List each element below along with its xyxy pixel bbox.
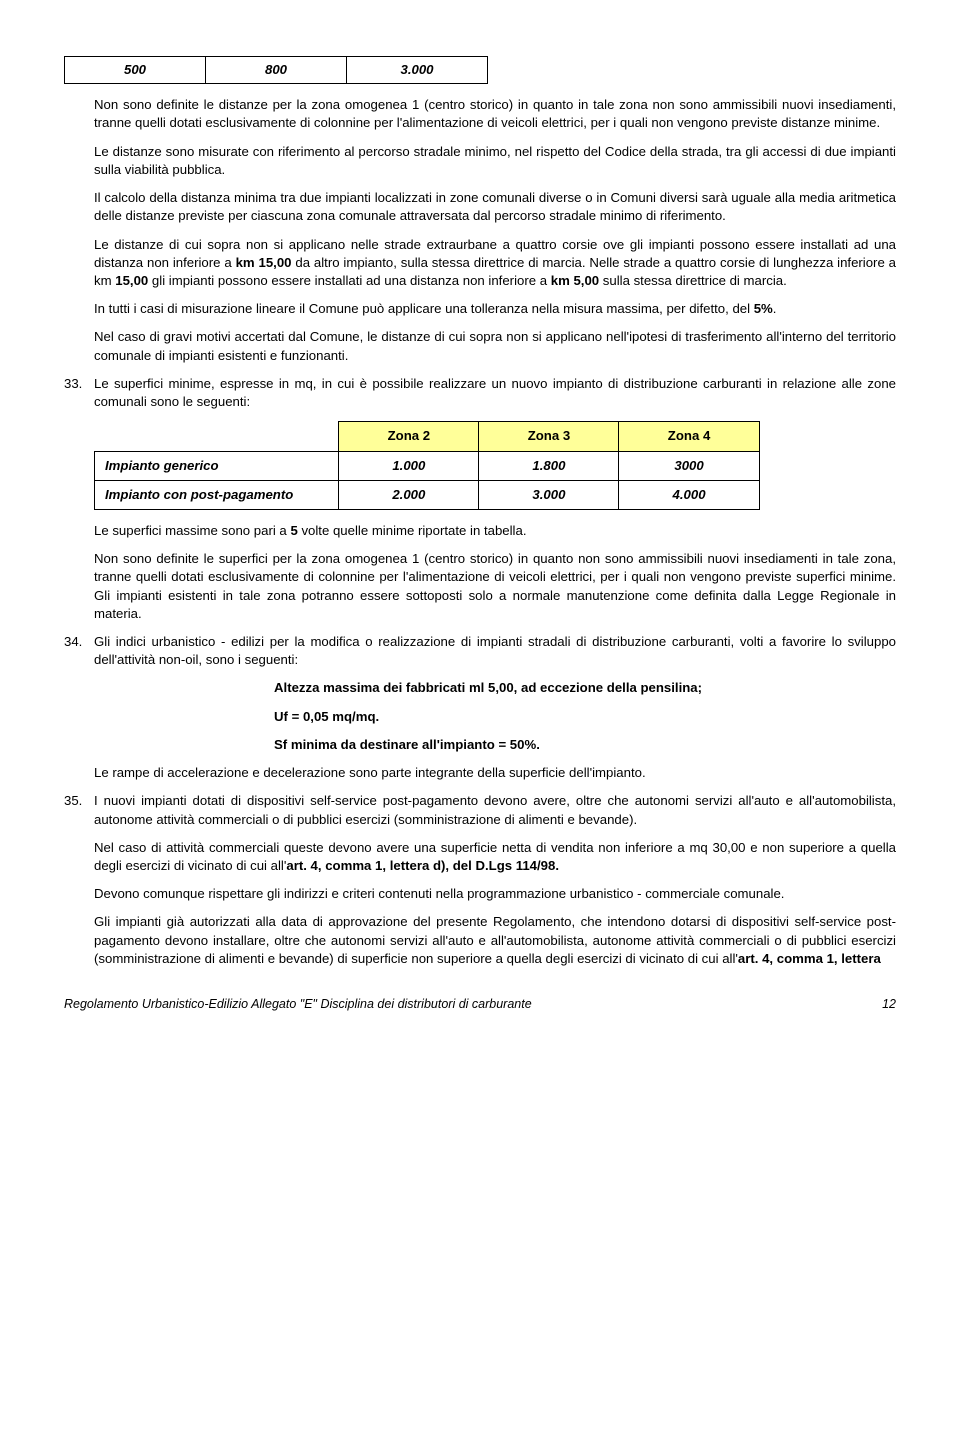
spec-3: Sf minima da destinare all'impianto = 50… [274, 736, 896, 754]
footer-left: Regolamento Urbanistico-Edilizio Allegat… [64, 996, 532, 1013]
zones-row2-val2: 3.000 [479, 480, 619, 509]
footer-page-number: 12 [882, 996, 896, 1013]
item-35-text: I nuovi impianti dotati di dispositivi s… [94, 792, 896, 828]
paragraph-4: Le distanze di cui sopra non si applican… [94, 236, 896, 291]
p5-b: 5% [754, 301, 773, 316]
p4-d: 15,00 [115, 273, 148, 288]
spec-3-text: Sf minima da destinare all'impianto = 50… [274, 737, 540, 752]
zones-blank-cell [95, 422, 339, 451]
paragraph-10: Nel caso di attività commerciali queste … [94, 839, 896, 875]
item-35-number: 35. [64, 792, 94, 828]
p12-b: art. 4, comma 1, lettera [738, 951, 881, 966]
paragraph-12: Gli impianti già autorizzati alla data d… [94, 913, 896, 968]
item-34-number: 34. [64, 633, 94, 669]
p7-c: volte quelle minime riportate in tabella… [298, 523, 527, 538]
zones-row-2: Impianto con post-pagamento 2.000 3.000 … [95, 480, 760, 509]
p4-g: sulla stessa direttrice di marcia. [599, 273, 787, 288]
p10-b: art. 4, comma 1, lettera d), del D.Lgs 1… [286, 858, 559, 873]
zones-row2-val3: 4.000 [619, 480, 759, 509]
page-footer: Regolamento Urbanistico-Edilizio Allegat… [64, 996, 896, 1013]
item-33-text: Le superfici minime, espresse in mq, in … [94, 375, 896, 411]
paragraph-9: Le rampe di accelerazione e decelerazion… [94, 764, 896, 782]
zones-row2-label: Impianto con post-pagamento [95, 480, 339, 509]
zones-table: Zona 2 Zona 3 Zona 4 Impianto generico 1… [94, 421, 760, 510]
p5-c: . [773, 301, 777, 316]
zones-row1-label: Impianto generico [95, 451, 339, 480]
p5-a: In tutti i casi di misurazione lineare i… [94, 301, 754, 316]
list-item-35: 35. I nuovi impianti dotati di dispositi… [64, 792, 896, 828]
spec-2: Uf = 0,05 mq/mq. [274, 708, 896, 726]
paragraph-3: Il calcolo della distanza minima tra due… [94, 189, 896, 225]
paragraph-7: Le superfici massime sono pari a 5 volte… [94, 522, 896, 540]
paragraph-1: Non sono definite le distanze per la zon… [94, 96, 896, 132]
p7-a: Le superfici massime sono pari a [94, 523, 290, 538]
spec-1: Altezza massima dei fabbricati ml 5,00, … [274, 679, 896, 697]
p4-f: km 5,00 [551, 273, 599, 288]
paragraph-6: Nel caso di gravi motivi accertati dal C… [94, 328, 896, 364]
paragraph-11: Devono comunque rispettare gli indirizzi… [94, 885, 896, 903]
item-33-number: 33. [64, 375, 94, 411]
paragraph-2: Le distanze sono misurate con riferiment… [94, 143, 896, 179]
list-item-34: 34. Gli indici urbanistico - edilizi per… [64, 633, 896, 669]
zones-header-1: Zona 2 [339, 422, 479, 451]
p4-e: gli impianti possono essere installati a… [148, 273, 550, 288]
zones-row1-val2: 1.800 [479, 451, 619, 480]
item-34-text: Gli indici urbanistico - edilizi per la … [94, 633, 896, 669]
zones-header-3: Zona 4 [619, 422, 759, 451]
spec-1-text: Altezza massima dei fabbricati ml 5,00, … [274, 680, 702, 695]
paragraph-8: Non sono definite le superfici per la zo… [94, 550, 896, 623]
top-cell-3: 3.000 [347, 57, 488, 84]
p7-b: 5 [290, 523, 297, 538]
spec-2-text: Uf = 0,05 mq/mq. [274, 709, 379, 724]
zones-header-2: Zona 3 [479, 422, 619, 451]
p4-b: km 15,00 [236, 255, 292, 270]
top-cell-2: 800 [206, 57, 347, 84]
zones-row-1: Impianto generico 1.000 1.800 3000 [95, 451, 760, 480]
zones-row1-val3: 3000 [619, 451, 759, 480]
top-cell-1: 500 [65, 57, 206, 84]
zones-row1-val1: 1.000 [339, 451, 479, 480]
zones-row2-val1: 2.000 [339, 480, 479, 509]
paragraph-5: In tutti i casi di misurazione lineare i… [94, 300, 896, 318]
list-item-33: 33. Le superfici minime, espresse in mq,… [64, 375, 896, 411]
top-value-table: 500 800 3.000 [64, 56, 488, 84]
